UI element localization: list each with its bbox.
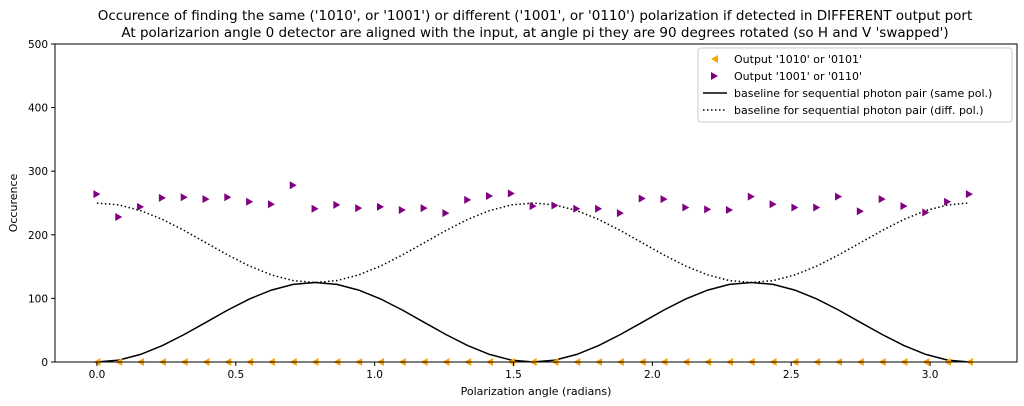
chart-title-line-2: At polarizarion angle 0 detector are ali… — [121, 25, 948, 41]
purple-point — [311, 204, 319, 213]
y-tick-label: 100 — [28, 293, 48, 305]
purple-point — [398, 205, 406, 214]
purple-point — [529, 202, 537, 211]
y-tick-label: 0 — [41, 357, 48, 369]
purple-point — [202, 195, 210, 204]
purple-point — [595, 204, 603, 213]
purple-point — [420, 204, 428, 213]
purple-point — [573, 204, 581, 213]
purple-point — [551, 201, 559, 210]
x-axis-label: Polarization angle (radians) — [461, 385, 612, 398]
purple-point — [442, 209, 450, 218]
purple-point — [464, 195, 472, 204]
chart-title-line-1: Occurence of finding the same ('1010', o… — [98, 8, 973, 24]
purple-point — [660, 195, 668, 204]
purple-point — [616, 209, 624, 218]
purple-point — [791, 203, 799, 212]
purple-point — [289, 181, 297, 190]
purple-point — [747, 192, 755, 201]
legend-marker-orange — [711, 55, 718, 63]
y-tick-label: 300 — [28, 166, 48, 178]
purple-point — [638, 194, 646, 203]
purple-point — [93, 190, 101, 199]
legend-label-0: Output '1010' or '0101' — [734, 53, 862, 66]
x-tick-label: 0.5 — [227, 369, 244, 381]
purple-point — [246, 197, 254, 206]
purple-point — [158, 193, 166, 202]
purple-point — [813, 203, 821, 212]
legend: Output '1010' or '0101' Output '1001' or… — [697, 47, 1013, 123]
purple-point — [355, 204, 363, 213]
purple-point — [835, 192, 843, 201]
purple-point — [180, 193, 188, 202]
legend-label-2: baseline for sequential photon pair (sam… — [734, 87, 992, 100]
purple-point — [486, 192, 494, 201]
purple-point — [965, 190, 973, 199]
x-tick-label: 0.0 — [89, 369, 106, 381]
baseline-diff-pol-line — [96, 202, 970, 284]
purple-point — [682, 203, 690, 212]
legend-marker-purple — [711, 72, 718, 80]
purple-point — [725, 205, 733, 214]
y-tick-label: 200 — [28, 230, 48, 242]
purple-point — [856, 207, 864, 216]
legend-label-1: Output '1001' or '0110' — [734, 70, 862, 83]
purple-point — [333, 200, 341, 209]
x-tick-label: 2.0 — [644, 369, 661, 381]
y-tick-label: 500 — [28, 39, 48, 51]
purple-point — [704, 205, 712, 214]
plot-frame — [54, 43, 1018, 363]
purple-point — [137, 202, 145, 211]
purple-point — [878, 195, 886, 204]
y-axis-label: Occurence — [7, 173, 20, 232]
purple-point — [267, 200, 275, 209]
purple-point — [900, 202, 908, 211]
x-tick-label: 1.0 — [366, 369, 383, 381]
purple-point — [922, 208, 930, 217]
purple-point — [769, 200, 777, 209]
x-tick-label: 3.0 — [922, 369, 939, 381]
purple-point — [115, 212, 123, 221]
y-tick-label: 400 — [28, 103, 48, 115]
x-tick-label: 1.5 — [505, 369, 522, 381]
legend-label-3: baseline for sequential photon pair (dif… — [734, 104, 984, 117]
baseline-same-pol-line — [96, 281, 970, 363]
x-tick-label: 2.5 — [783, 369, 800, 381]
purple-point — [507, 189, 515, 198]
purple-point — [944, 197, 952, 206]
purple-point — [376, 202, 384, 211]
purple-point — [224, 193, 232, 202]
